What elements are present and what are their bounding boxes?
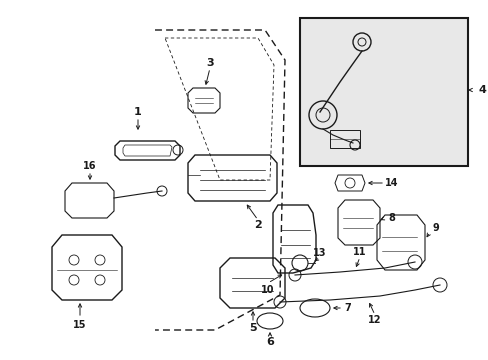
Bar — [299, 18, 467, 166]
Text: 8: 8 — [388, 213, 395, 223]
Text: 13: 13 — [313, 248, 326, 258]
Text: 9: 9 — [432, 223, 439, 233]
Text: 6: 6 — [265, 337, 273, 347]
Text: 3: 3 — [206, 58, 213, 68]
Text: 12: 12 — [367, 315, 381, 325]
Text: 7: 7 — [344, 303, 351, 313]
Text: 10: 10 — [261, 285, 274, 295]
Text: 15: 15 — [73, 320, 86, 330]
Text: 4: 4 — [477, 85, 485, 95]
Text: 11: 11 — [352, 247, 366, 257]
Bar — [329, 130, 359, 148]
Text: 5: 5 — [249, 323, 256, 333]
Text: 1: 1 — [134, 107, 142, 117]
Text: 16: 16 — [83, 161, 97, 171]
Text: 14: 14 — [385, 178, 398, 188]
Text: 2: 2 — [254, 220, 262, 230]
